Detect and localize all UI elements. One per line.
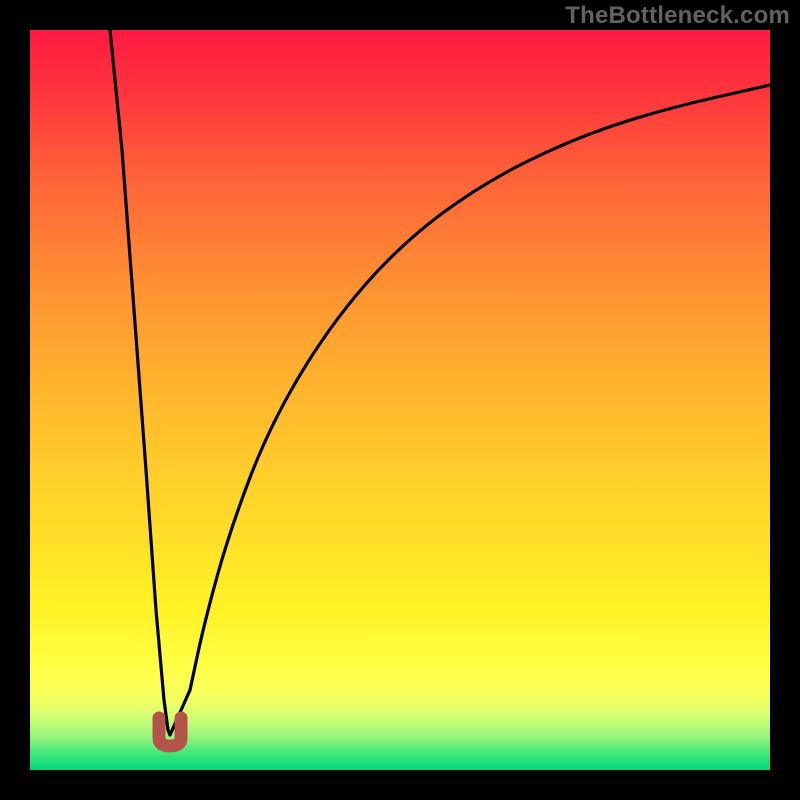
chart-frame: TheBottleneck.com bbox=[0, 0, 800, 800]
chart-svg bbox=[30, 30, 770, 770]
watermark-text: TheBottleneck.com bbox=[565, 2, 790, 30]
plot-area bbox=[30, 30, 770, 770]
